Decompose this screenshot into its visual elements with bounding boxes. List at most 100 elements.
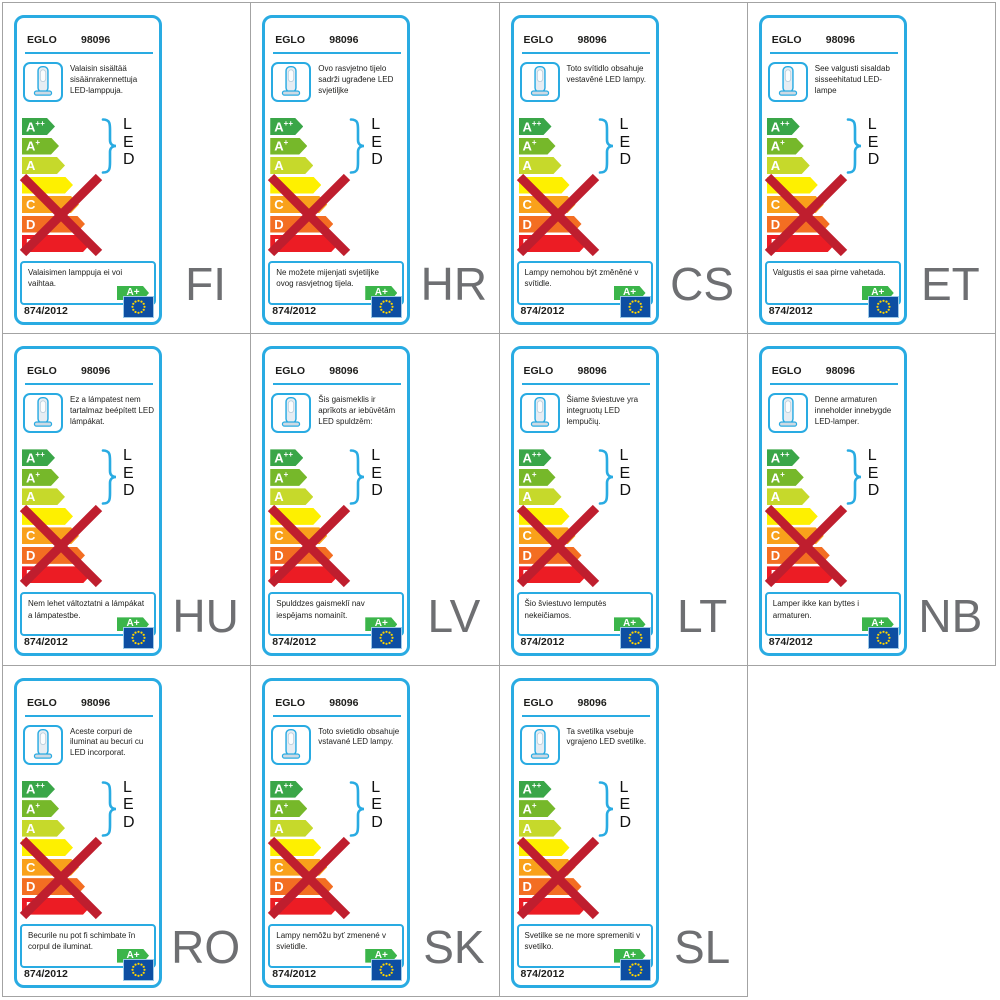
cross-out-icon <box>268 836 351 919</box>
contains-led-text: Ez a lámpatest nem tartalmaz beépített L… <box>70 395 155 426</box>
energy-bar-letter: C <box>274 197 284 212</box>
luminaire-icon-box <box>519 393 560 434</box>
header-divider <box>25 714 153 717</box>
energy-bar-a: A <box>519 820 562 837</box>
energy-bar-letter: C <box>274 528 284 544</box>
lamp-icon <box>282 397 301 428</box>
brand-name: EGLO <box>27 365 57 378</box>
language-code: SL <box>673 921 731 973</box>
energy-label-card: EGLO 98096 Toto svítidlo obsahuje vestav… <box>510 15 659 325</box>
energy-bar-letter: A <box>26 820 36 836</box>
energy-bar-letter: A <box>770 158 781 173</box>
language-code: FI <box>185 258 227 311</box>
lamp-icon <box>530 728 549 759</box>
language-code: LT <box>676 589 728 642</box>
energy-bar-letter: D <box>274 547 284 563</box>
lamp-icon <box>282 728 301 759</box>
energy-scale: A++A+ACDE <box>519 449 588 586</box>
led-brace-icon <box>101 780 117 837</box>
led-brace-icon <box>846 449 861 506</box>
language-code: ET <box>920 258 980 311</box>
energy-bar-letter: C <box>26 859 36 875</box>
energy-bar-a-plus: A+ <box>22 469 59 486</box>
energy-label-card: EGLO 98096 Šiame šviestuve yra integruot… <box>510 346 659 657</box>
header-divider <box>273 383 402 386</box>
energy-bar-letter: D <box>26 547 36 563</box>
regulation-number: 874/2012 <box>272 636 317 649</box>
energy-bar-letter: A++ <box>26 450 45 466</box>
label-cell: EGLO 98096 Šiame šviestuve yra integruot… <box>499 334 748 666</box>
energy-bar-letter: A++ <box>770 450 790 466</box>
led-text: L E D <box>867 447 880 500</box>
energy-bar-letter: C <box>770 528 781 544</box>
led-text: L E D <box>619 116 632 168</box>
model-number: 98096 <box>577 365 607 378</box>
lamps-not-replaceable-text: Becurile nu pot fi schimbate în corpul d… <box>28 930 136 951</box>
lamp-icon <box>33 65 53 96</box>
energy-bar-letter: D <box>522 547 532 563</box>
energy-bar-letter: A <box>274 489 284 505</box>
language-code: SK <box>423 921 485 973</box>
energy-bar-letter: C <box>522 197 532 212</box>
energy-bar-a: A <box>767 488 810 505</box>
led-brace-icon <box>349 449 365 506</box>
energy-bar-a-plus: A+ <box>519 469 556 486</box>
brand-name: EGLO <box>27 34 57 46</box>
led-text: L E D <box>619 447 632 500</box>
header-divider <box>769 383 898 386</box>
contains-led-text: Ta svetilka vsebuje vgrajeno LED svetilk… <box>566 726 647 747</box>
energy-bar-letter: A <box>26 158 36 173</box>
lamps-not-replaceable-text: Lampy nemohou být změněné v svítidle. <box>524 268 639 289</box>
energy-label-card: EGLO 98096 Ez a lámpatest nem tartalmaz … <box>14 346 162 657</box>
led-text: L E D <box>371 447 383 500</box>
eu-flag-icon <box>867 296 899 318</box>
regulation-number: 874/2012 <box>24 967 68 980</box>
lamps-not-replaceable-text: Ne možete mijenjati svjetiljke ovog rasv… <box>276 268 379 289</box>
energy-bar-letter: D <box>26 879 36 895</box>
regulation-number: 874/2012 <box>272 967 317 980</box>
eu-flag-icon <box>867 627 899 650</box>
energy-bar-a-plus: A+ <box>270 800 307 817</box>
regulation-number: 874/2012 <box>520 305 565 317</box>
energy-bar-a-plus: A+ <box>22 138 59 155</box>
energy-bar-letter: A++ <box>274 118 293 135</box>
language-code: NB <box>918 589 983 642</box>
energy-bar-letter: D <box>26 216 36 232</box>
lamp-icon <box>33 397 53 428</box>
brand-name: EGLO <box>275 34 306 46</box>
energy-bar-letter: A <box>522 820 532 836</box>
regulation-number: 874/2012 <box>768 305 813 317</box>
header-divider <box>273 52 402 54</box>
brand-name: EGLO <box>771 365 802 378</box>
brand-name: EGLO <box>275 696 306 709</box>
led-brace-icon <box>349 118 365 174</box>
energy-label-card: EGLO 98096 Ta svetilka vsebuje vgrajeno … <box>510 677 659 988</box>
energy-bar-a-plus: A+ <box>519 138 556 155</box>
energy-bar-a-plus: A+ <box>519 800 556 817</box>
regulation-number: 874/2012 <box>520 636 565 649</box>
energy-bar-letter: D <box>770 547 781 563</box>
contains-led-text: Ovo rasvjetno tijelo sadrži ugrađene LED… <box>318 64 394 95</box>
energy-bar-letter: A <box>274 820 284 836</box>
luminaire-icon-box <box>23 724 63 765</box>
label-cell: EGLO 98096 Ovo rasvjetno tijelo sadrži u… <box>251 3 500 335</box>
contains-led-text: Aceste corpuri de iluminat au becuri cu … <box>70 726 144 758</box>
energy-bar-letter: A++ <box>274 450 293 466</box>
cross-out-icon <box>19 505 103 588</box>
lamps-not-replaceable-text: Lamper ikke kan byttes i armaturen. <box>772 599 860 620</box>
energy-label-card: EGLO 98096 Toto svietidlo obsahuje vstav… <box>262 677 411 988</box>
energy-bar-letter: C <box>26 197 36 212</box>
energy-bar-a: A <box>22 157 65 174</box>
label-cell: EGLO 98096 Toto svítidlo obsahuje vestav… <box>499 3 748 335</box>
energy-bar-a: A <box>270 488 313 505</box>
regulation-number: 874/2012 <box>24 305 68 317</box>
model-number: 98096 <box>577 696 607 709</box>
model-number: 98096 <box>81 34 111 46</box>
label-cell: EGLO 98096 See valgusti sisaldab sisseeh… <box>747 3 996 335</box>
energy-bar-a-plus-plus: A++ <box>22 781 55 798</box>
energy-bar-letter: A+ <box>522 138 537 154</box>
energy-bar-a: A <box>519 488 562 505</box>
model-number: 98096 <box>825 34 855 46</box>
